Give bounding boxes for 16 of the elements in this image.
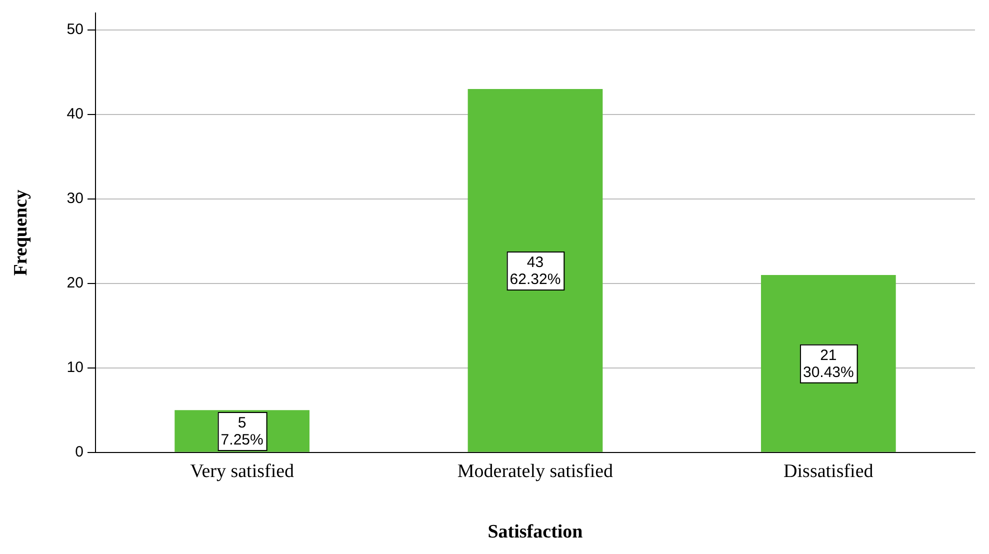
y-tick-label: 0 bbox=[75, 444, 84, 461]
bar bbox=[760, 274, 896, 452]
x-axis-title: Satisfaction bbox=[488, 522, 584, 543]
x-tick-label: Moderately satisfied bbox=[457, 460, 614, 482]
x-tick-label: Very satisfied bbox=[190, 460, 295, 482]
data-label: 5 7.25% bbox=[220, 414, 264, 449]
y-tick-label: 30 bbox=[66, 190, 84, 208]
bar bbox=[468, 89, 603, 452]
y-tick-label: 50 bbox=[66, 21, 84, 38]
y-tick-label: 40 bbox=[66, 106, 84, 123]
data-label: 21 30.43% bbox=[802, 347, 854, 382]
data-label: 43 62.32% bbox=[510, 254, 561, 288]
y-axis-title: Frequency bbox=[10, 189, 32, 276]
y-tick-label: 10 bbox=[66, 359, 84, 376]
y-tick-label: 20 bbox=[66, 274, 84, 292]
x-tick-label: Dissatisfied bbox=[784, 460, 874, 482]
